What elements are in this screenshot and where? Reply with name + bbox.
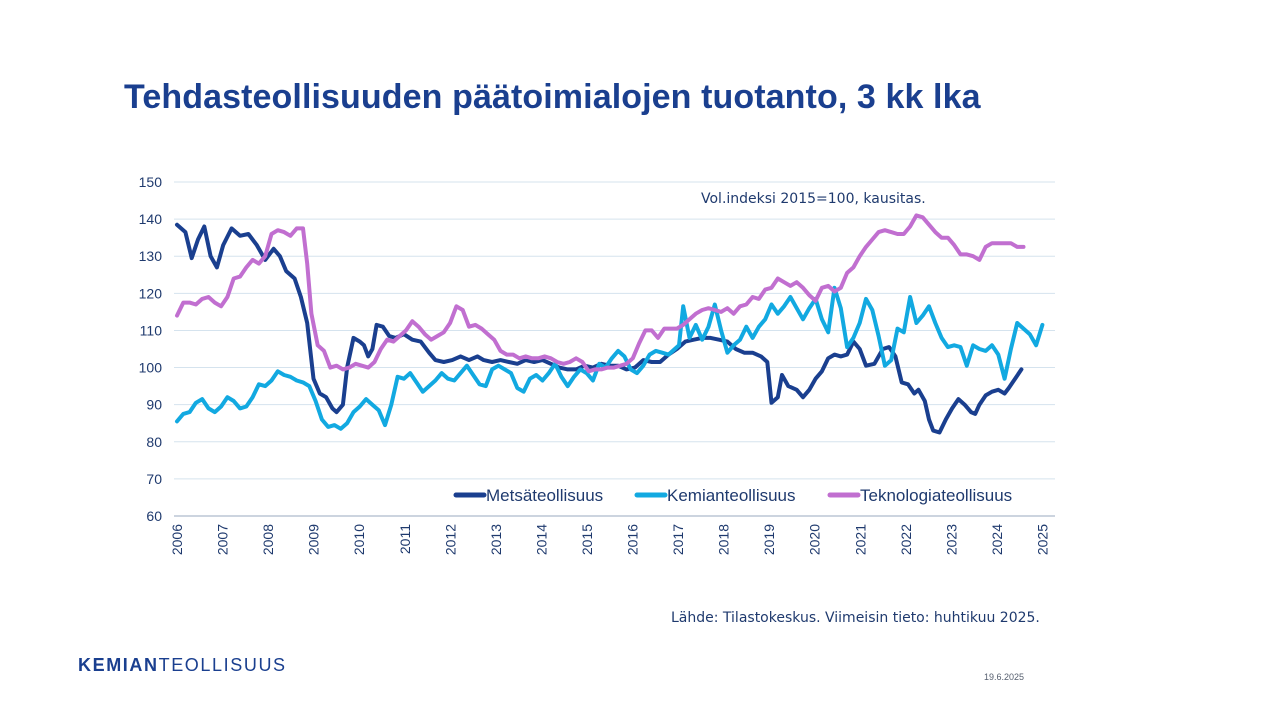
x-tick-label: 2023: [943, 524, 959, 555]
x-tick-label: 2008: [260, 524, 276, 555]
x-tick-label: 2007: [215, 524, 231, 555]
legend: Metsäteollisuus Kemianteollisuus Teknologi…: [453, 486, 1012, 505]
y-tick-label: 70: [146, 471, 162, 487]
legend-label: Kemianteollisuus: [667, 486, 796, 505]
x-tick-label: 2015: [579, 524, 595, 555]
y-tick-label: 60: [146, 508, 162, 524]
y-tick-label: 100: [139, 360, 163, 376]
logo-bold-text: KEMIAN: [78, 655, 159, 675]
x-tick-label: 2009: [306, 524, 322, 555]
legend-label: Teknologiateollisuus: [860, 486, 1012, 505]
x-tick-label: 2017: [670, 524, 686, 555]
x-tick-label: 2024: [989, 524, 1005, 555]
x-tick-label: 2019: [761, 524, 777, 555]
x-tick-label: 2016: [625, 524, 641, 555]
kemianteollisuus-logo: KEMIANTEOLLISUUS: [78, 655, 287, 676]
date-label: 19.6.2025: [984, 672, 1025, 682]
source-note: Lähde: Tilastokeskus. Viimeisin tieto: h…: [671, 610, 1040, 626]
x-tick-label: 2020: [807, 524, 823, 555]
x-tick-label: 2021: [852, 524, 868, 555]
y-tick-label: 110: [140, 322, 163, 338]
y-tick-label: 80: [146, 434, 162, 450]
chart-title: Tehdasteollisuuden päätoimialojen tuotan…: [124, 78, 981, 116]
legend-label: Metsäteollisuus: [486, 486, 603, 505]
chart-note: Vol.indeksi 2015=100, kausitas.: [701, 191, 926, 207]
x-tick-label: 2006: [169, 524, 185, 555]
x-tick-label: 2022: [898, 524, 914, 555]
y-tick-label: 120: [139, 285, 163, 301]
y-tick-label: 140: [139, 211, 163, 227]
x-tick-label: 2011: [397, 524, 413, 554]
y-tick-label: 150: [139, 174, 163, 190]
gridlines: [174, 181, 1055, 517]
x-tick-label: 2010: [351, 524, 367, 555]
y-tick-label: 130: [139, 248, 163, 264]
x-tick-label: 2013: [488, 524, 504, 555]
y-axis-ticks: 60 70 80 90 100 110 120 130 140 150: [139, 174, 163, 524]
x-axis-ticks: 2006 2007 2008 2009 2010 2011 2012 2013 2014 2015…: [169, 524, 1050, 555]
series-lines: [175, 213, 1045, 435]
x-tick-label: 2018: [716, 524, 732, 555]
x-tick-label: 2014: [533, 524, 549, 555]
series-line-kemianteollisuus: [175, 285, 1045, 431]
x-tick-label: 2012: [442, 524, 458, 555]
logo-regular-text: TEOLLISUUS: [158, 655, 287, 675]
x-tick-label: 2025: [1034, 524, 1050, 555]
y-tick-label: 90: [146, 397, 162, 413]
series-line-teknologiateollisuus: [175, 213, 1026, 374]
